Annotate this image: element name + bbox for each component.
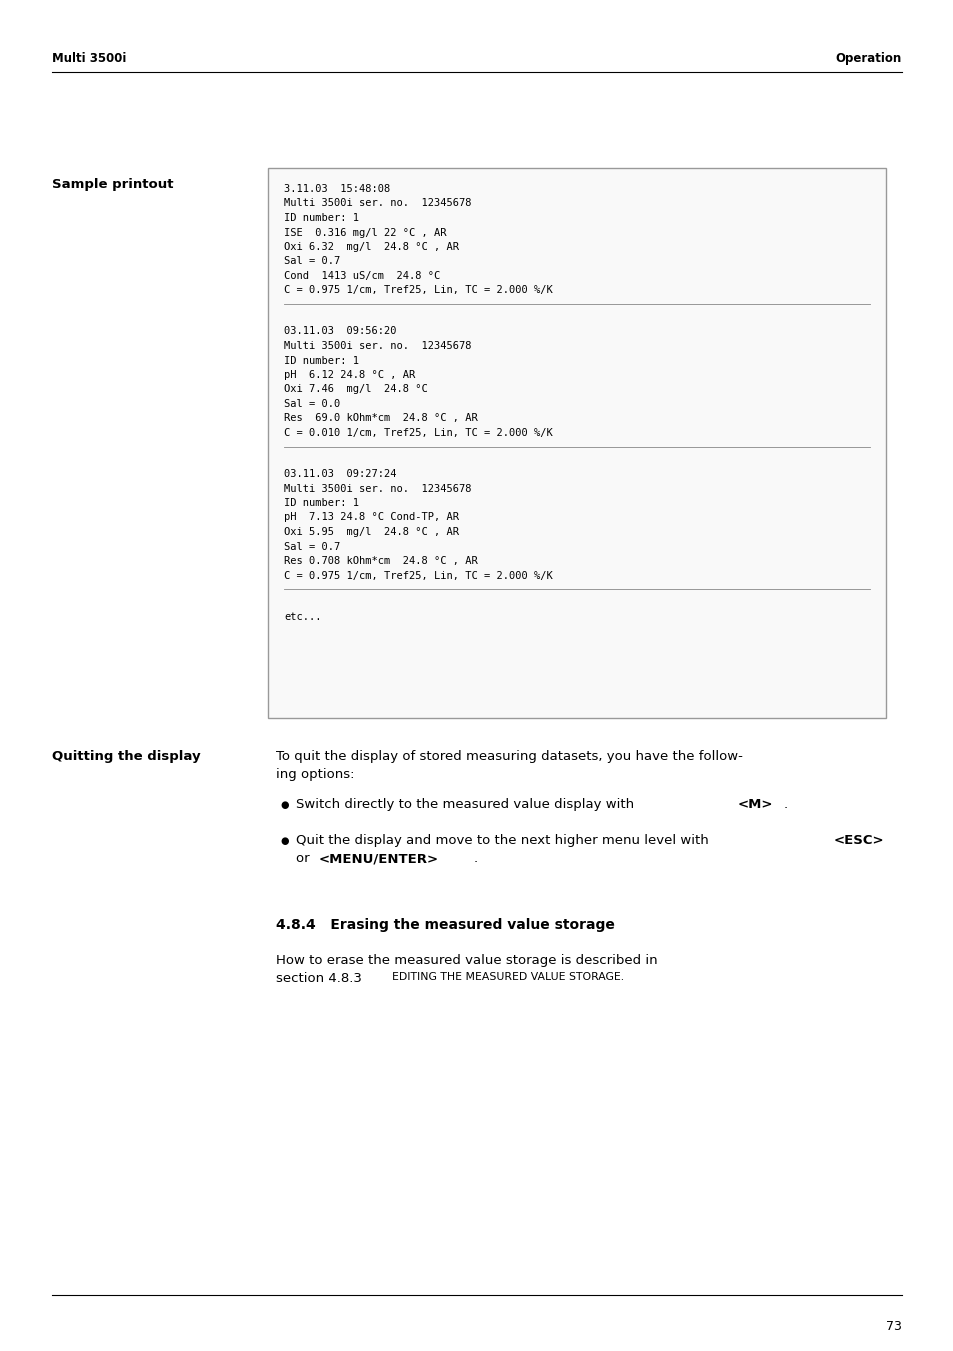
Text: <ESC>: <ESC> <box>833 834 883 847</box>
Text: C = 0.975 1/cm, Tref25, Lin, TC = 2.000 %/K: C = 0.975 1/cm, Tref25, Lin, TC = 2.000 … <box>284 570 552 581</box>
Text: 03.11.03  09:27:24: 03.11.03 09:27:24 <box>284 469 396 480</box>
Text: Res  69.0 kOhm*cm  24.8 °C , AR: Res 69.0 kOhm*cm 24.8 °C , AR <box>284 413 477 423</box>
Text: ID number: 1: ID number: 1 <box>284 355 358 366</box>
Text: C = 0.975 1/cm, Tref25, Lin, TC = 2.000 %/K: C = 0.975 1/cm, Tref25, Lin, TC = 2.000 … <box>284 285 552 296</box>
Text: or: or <box>295 852 314 865</box>
Text: .: . <box>474 852 477 865</box>
Text: Operation: Operation <box>835 51 901 65</box>
Text: Sal = 0.7: Sal = 0.7 <box>284 542 340 551</box>
Text: pH  7.13 24.8 °C Cond-TP, AR: pH 7.13 24.8 °C Cond-TP, AR <box>284 512 458 523</box>
Text: 73: 73 <box>885 1320 901 1333</box>
Text: How to erase the measured value storage is described in: How to erase the measured value storage … <box>275 954 657 967</box>
Text: ID number: 1: ID number: 1 <box>284 213 358 223</box>
Text: <M>: <M> <box>737 798 773 811</box>
Bar <box>268 168 885 717</box>
Text: Sal = 0.7: Sal = 0.7 <box>284 257 340 266</box>
Text: Oxi 7.46  mg/l  24.8 °C: Oxi 7.46 mg/l 24.8 °C <box>284 385 427 394</box>
Text: Sal = 0.0: Sal = 0.0 <box>284 399 340 409</box>
Text: 03.11.03  09:56:20: 03.11.03 09:56:20 <box>284 327 396 336</box>
Text: Multi 3500i ser. no.  12345678: Multi 3500i ser. no. 12345678 <box>284 199 471 208</box>
Text: ID number: 1: ID number: 1 <box>284 499 358 508</box>
Text: section 4.8.3: section 4.8.3 <box>275 971 366 985</box>
Text: ●: ● <box>280 800 288 811</box>
Text: .: . <box>782 798 787 811</box>
Text: Multi 3500i ser. no.  12345678: Multi 3500i ser. no. 12345678 <box>284 484 471 493</box>
Text: ISE  0.316 mg/l 22 °C , AR: ISE 0.316 mg/l 22 °C , AR <box>284 227 446 238</box>
Text: pH  6.12 24.8 °C , AR: pH 6.12 24.8 °C , AR <box>284 370 415 380</box>
Text: etc...: etc... <box>284 612 321 621</box>
Text: Cond  1413 uS/cm  24.8 °C: Cond 1413 uS/cm 24.8 °C <box>284 272 439 281</box>
Text: Quit the display and move to the next higher menu level with: Quit the display and move to the next hi… <box>295 834 712 847</box>
Text: EDITING THE MEASURED VALUE STORAGE.: EDITING THE MEASURED VALUE STORAGE. <box>392 971 624 982</box>
Text: ●: ● <box>280 836 288 846</box>
Text: Oxi 6.32  mg/l  24.8 °C , AR: Oxi 6.32 mg/l 24.8 °C , AR <box>284 242 458 253</box>
Text: Quitting the display: Quitting the display <box>52 750 200 763</box>
Text: Sample printout: Sample printout <box>52 178 173 190</box>
Text: <MENU/ENTER>: <MENU/ENTER> <box>318 852 438 865</box>
Text: To quit the display of stored measuring datasets, you have the follow-: To quit the display of stored measuring … <box>275 750 742 763</box>
Text: ing options:: ing options: <box>275 767 355 781</box>
Text: C = 0.010 1/cm, Tref25, Lin, TC = 2.000 %/K: C = 0.010 1/cm, Tref25, Lin, TC = 2.000 … <box>284 428 552 438</box>
Text: Oxi 5.95  mg/l  24.8 °C , AR: Oxi 5.95 mg/l 24.8 °C , AR <box>284 527 458 536</box>
Text: 3.11.03  15:48:08: 3.11.03 15:48:08 <box>284 184 390 195</box>
Text: Multi 3500i: Multi 3500i <box>52 51 126 65</box>
Text: Multi 3500i ser. no.  12345678: Multi 3500i ser. no. 12345678 <box>284 340 471 351</box>
Text: Switch directly to the measured value display with: Switch directly to the measured value di… <box>295 798 638 811</box>
Text: 4.8.4   Erasing the measured value storage: 4.8.4 Erasing the measured value storage <box>275 917 615 932</box>
Text: Res 0.708 kOhm*cm  24.8 °C , AR: Res 0.708 kOhm*cm 24.8 °C , AR <box>284 557 477 566</box>
